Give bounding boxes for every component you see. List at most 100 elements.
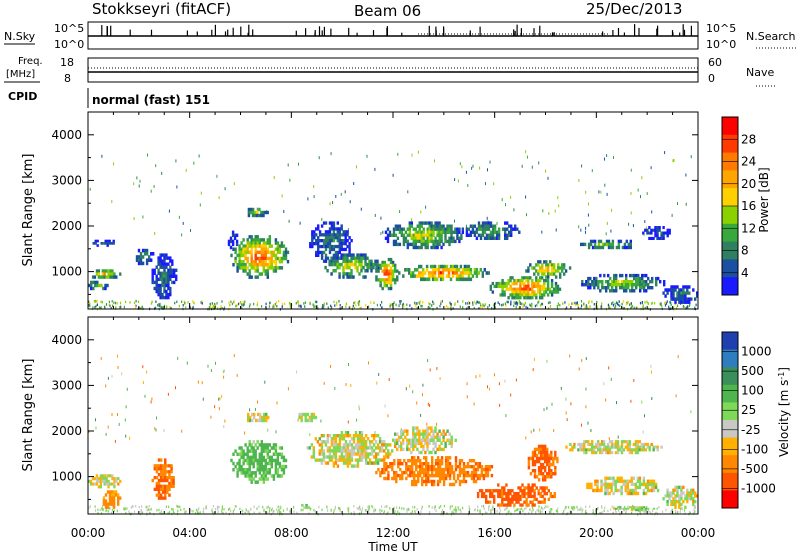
echo-pixel <box>527 296 530 300</box>
ground-scatter-pixel <box>176 504 178 508</box>
echo-pixel <box>98 283 101 288</box>
echo-pixel <box>424 432 427 436</box>
echo-pixel <box>666 231 669 235</box>
scatter-point <box>309 433 311 437</box>
echo-pixel <box>364 269 367 273</box>
ground-scatter-pixel <box>256 303 258 307</box>
ground-scatter-pixel <box>393 509 395 512</box>
ground-scatter-pixel <box>100 512 103 515</box>
echo-region <box>230 235 290 279</box>
echo-pixel <box>246 474 249 478</box>
echo-pixel <box>541 276 544 280</box>
echo-pixel <box>151 274 154 278</box>
echo-pixel <box>451 268 455 272</box>
scatter-point <box>608 366 610 370</box>
ground-scatter-pixel <box>644 301 646 304</box>
ground-scatter-pixel <box>601 511 603 514</box>
echo-pixel <box>159 464 163 468</box>
echo-pixel <box>684 297 687 301</box>
echo-pixel <box>647 283 650 287</box>
echo-pixel <box>394 227 398 231</box>
ground-scatter-pixel <box>664 301 666 304</box>
scatter-point <box>182 221 184 225</box>
echo-pixel <box>491 290 494 294</box>
echo-pixel <box>443 268 447 272</box>
ground-scatter-pixel <box>221 511 223 515</box>
echo-pixel <box>491 230 495 234</box>
echo-pixel <box>417 465 420 469</box>
echo-pixel <box>387 449 390 453</box>
scatter-point <box>429 368 431 372</box>
echo-pixel <box>638 509 642 512</box>
echo-pixel <box>469 277 473 282</box>
ground-scatter-pixel <box>597 506 599 510</box>
echo-pixel <box>535 453 539 458</box>
echo-pixel <box>378 449 382 453</box>
echo-pixel <box>539 260 542 264</box>
echo-pixel <box>599 451 602 455</box>
ground-scatter-pixel <box>462 306 464 309</box>
ground-scatter-pixel <box>499 506 501 510</box>
scatter-point <box>340 192 342 196</box>
echo-pixel <box>423 479 426 484</box>
scatter-point <box>299 221 301 225</box>
echo-pixel <box>230 253 233 258</box>
echo-pixel <box>248 263 251 267</box>
echo-pixel <box>531 459 535 464</box>
echo-pixel <box>597 442 600 446</box>
echo-pixel <box>400 444 403 449</box>
ground-scatter-pixel <box>683 509 686 512</box>
echo-pixel <box>503 489 506 493</box>
echo-pixel <box>332 221 336 225</box>
echo-pixel <box>274 458 278 463</box>
echo-pixel <box>493 500 496 504</box>
ground-scatter-pixel <box>407 507 409 511</box>
echo-pixel <box>559 275 562 279</box>
echo-pixel <box>629 283 632 287</box>
echo-pixel <box>109 474 112 478</box>
echo-pixel <box>425 268 429 272</box>
echo-pixel <box>393 269 397 273</box>
echo-pixel <box>543 260 546 264</box>
echo-pixel <box>497 230 501 234</box>
echo-pixel <box>674 300 677 304</box>
echo-pixel <box>310 415 313 420</box>
echo-pixel <box>529 486 532 490</box>
ground-scatter-pixel <box>348 510 350 513</box>
scatter-point <box>150 189 152 193</box>
echo-pixel <box>109 269 112 273</box>
ground-scatter-pixel <box>248 510 250 513</box>
scatter-point <box>436 422 438 426</box>
echo-pixel <box>330 256 333 260</box>
echo-pixel <box>396 224 400 228</box>
echo-pixel <box>272 458 276 463</box>
scatter-point <box>587 421 589 425</box>
ground-scatter-pixel <box>504 508 506 511</box>
ground-scatter-pixel <box>467 302 469 305</box>
echo-pixel <box>531 296 534 300</box>
echo-pixel <box>383 272 386 276</box>
echo-pixel <box>115 477 118 481</box>
echo-pixel <box>630 507 634 510</box>
echo-pixel <box>336 259 339 264</box>
ground-scatter-pixel <box>381 306 383 310</box>
echo-pixel <box>246 446 249 450</box>
ground-scatter-pixel <box>162 306 164 309</box>
echo-pixel <box>525 492 528 496</box>
echo-pixel <box>592 488 595 493</box>
ground-scatter-pixel <box>389 303 391 306</box>
echo-pixel <box>266 250 269 255</box>
ground-scatter-pixel <box>669 301 671 304</box>
echo-pixel <box>539 447 543 452</box>
echo-pixel <box>436 456 440 460</box>
echo-pixel <box>632 442 636 446</box>
echo-pixel <box>264 250 267 255</box>
echo-pixel <box>515 293 518 297</box>
echo-pixel <box>680 288 683 292</box>
echo-pixel <box>539 486 542 490</box>
echo-pixel <box>435 277 439 282</box>
ground-scatter-pixel <box>178 304 180 308</box>
echo-pixel <box>387 470 390 475</box>
ground-scatter-pixel <box>183 300 185 303</box>
ground-scatter-pixel <box>457 300 459 303</box>
